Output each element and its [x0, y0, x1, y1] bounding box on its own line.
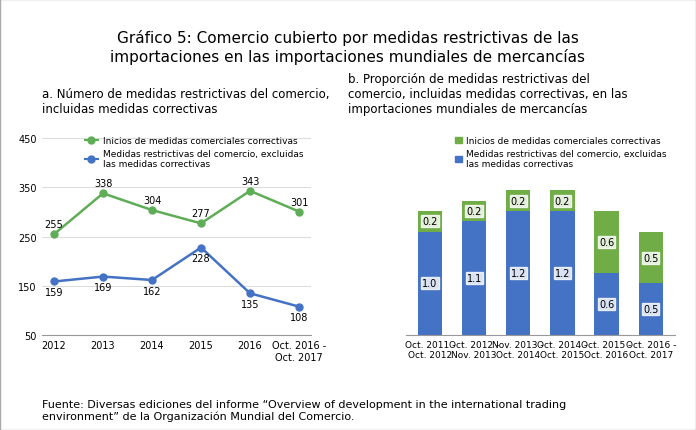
- Text: Gráfico 5: Comercio cubierto por medidas restrictivas de las
importaciones en la: Gráfico 5: Comercio cubierto por medidas…: [111, 30, 585, 64]
- Text: 108: 108: [290, 313, 308, 323]
- Bar: [551, 191, 575, 212]
- Text: 0.5: 0.5: [643, 253, 658, 263]
- Text: 255: 255: [45, 220, 63, 230]
- Text: 0.2: 0.2: [422, 217, 438, 227]
- Text: 228: 228: [191, 254, 210, 264]
- Text: 0.2: 0.2: [555, 196, 570, 206]
- Text: 343: 343: [241, 176, 259, 187]
- Bar: [506, 191, 530, 212]
- Text: 135: 135: [241, 300, 260, 310]
- Bar: [594, 273, 619, 335]
- Text: a. Número de medidas restrictivas del comercio,
incluidas medidas correctivas: a. Número de medidas restrictivas del co…: [42, 88, 329, 116]
- Bar: [551, 212, 575, 335]
- Legend: Inicios de medidas comerciales correctivas, Medidas restrictivas del comercio, e: Inicios de medidas comerciales correctiv…: [451, 133, 671, 173]
- Text: 0.6: 0.6: [599, 237, 614, 248]
- Text: 277: 277: [191, 209, 210, 219]
- Text: 1.2: 1.2: [555, 268, 570, 279]
- Bar: [418, 212, 442, 232]
- Bar: [506, 212, 530, 335]
- Text: 1.0: 1.0: [422, 279, 438, 289]
- Bar: [639, 284, 663, 335]
- Text: 301: 301: [290, 197, 308, 207]
- Text: 338: 338: [94, 179, 112, 189]
- Bar: [594, 212, 619, 273]
- Text: 169: 169: [94, 283, 112, 293]
- Bar: [639, 232, 663, 284]
- Text: 1.2: 1.2: [511, 268, 526, 279]
- Legend: Inicios de medidas comerciales correctivas, Medidas restrictivas del comercio, e: Inicios de medidas comerciales correctiv…: [81, 133, 307, 173]
- Text: 304: 304: [143, 196, 161, 206]
- Text: 1.1: 1.1: [466, 273, 482, 284]
- Text: 0.2: 0.2: [511, 196, 526, 206]
- Text: 0.6: 0.6: [599, 299, 614, 310]
- Text: 0.2: 0.2: [466, 206, 482, 217]
- Text: 0.5: 0.5: [643, 304, 658, 315]
- Text: b. Proporción de medidas restrictivas del
comercio, incluidas medidas correctiva: b. Proporción de medidas restrictivas de…: [348, 73, 628, 116]
- Bar: [462, 201, 487, 222]
- Text: 159: 159: [45, 288, 63, 298]
- Bar: [462, 222, 487, 335]
- Text: Fuente: Diversas ediciones del informe “Overview of development in the internati: Fuente: Diversas ediciones del informe “…: [42, 399, 566, 421]
- Bar: [418, 232, 442, 335]
- Text: 162: 162: [143, 286, 161, 296]
